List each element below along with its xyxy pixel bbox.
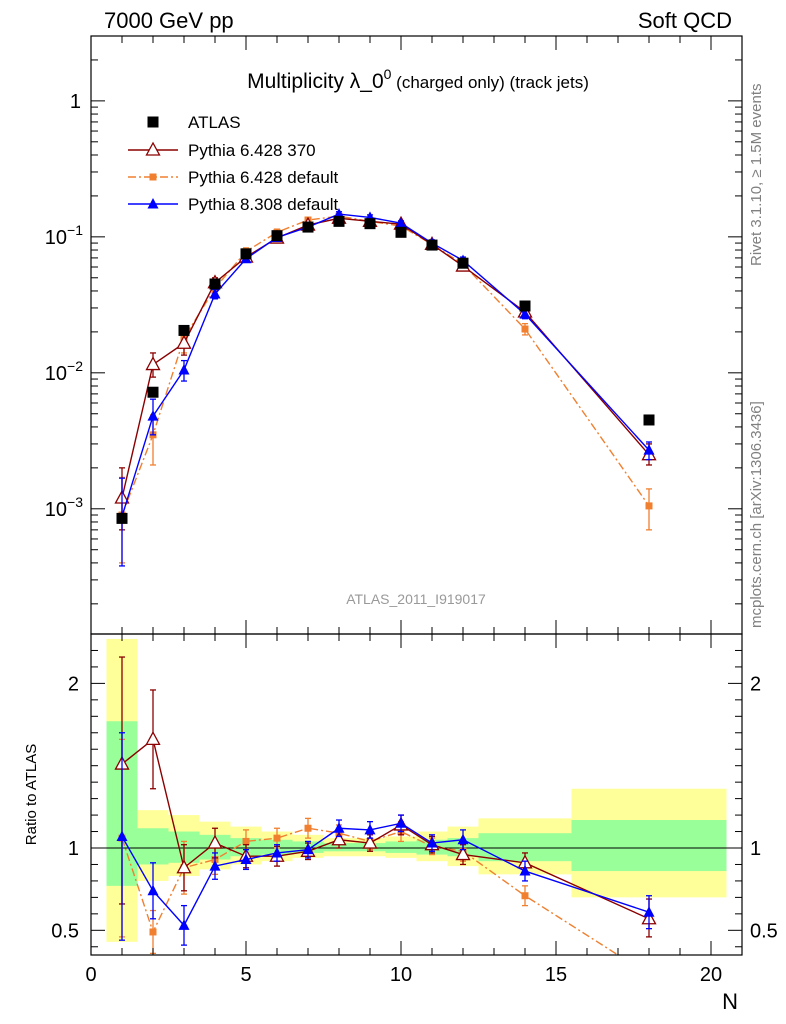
y-tick-label: 10−3: [45, 494, 83, 521]
main-mc2-series: [118, 212, 653, 564]
x-tick-label: 5: [240, 964, 251, 986]
ratio-y-tick-label-right: 0.5: [750, 920, 778, 942]
main-atlas-series: [116, 215, 655, 524]
ratio-mc2-point: [149, 928, 157, 936]
main-atlas-point: [147, 386, 159, 398]
ratio-y-tick-label-right: 2: [750, 673, 761, 695]
band-inner: [571, 820, 727, 872]
ratio-frame: [90, 633, 743, 956]
x-tick-label: 20: [700, 964, 722, 986]
legend-marker: [147, 116, 159, 128]
ratio-mc1-point: [455, 846, 471, 861]
main-atlas-point: [395, 226, 407, 238]
ratio-y-tick-label: 0.5: [51, 920, 79, 942]
ratio-mc2-point: [242, 837, 250, 845]
ratio-mc3-point: [302, 843, 314, 855]
main-atlas-point: [333, 215, 345, 227]
ratio-mc1-point: [362, 834, 378, 849]
legend-label: Pythia 6.428 370: [188, 141, 316, 160]
ratio-mc1-point: [207, 834, 223, 849]
ratio-mc3-line: [121, 822, 650, 927]
main-mc3-point: [643, 444, 655, 455]
main-mc1-point: [176, 334, 192, 349]
ratio-mc1-point: [145, 730, 161, 746]
ratio-mc3-point: [426, 837, 438, 848]
ratio-y-tick-label: 1: [68, 838, 79, 860]
main-atlas-point: [271, 230, 283, 242]
ratio-y-axis-label: Ratio to ATLAS: [23, 744, 40, 845]
main-atlas-point: [457, 257, 469, 269]
ratio-mc3-point: [364, 823, 376, 835]
main-atlas-point: [240, 248, 252, 260]
band-inner: [137, 828, 169, 865]
main-mc3-line: [121, 213, 650, 517]
main-atlas-point: [364, 218, 376, 230]
ratio-mc2-point: [521, 892, 529, 900]
main-mc3-point: [178, 363, 190, 375]
ratio-mc1-point: [331, 831, 347, 846]
ratio-mc3-point: [178, 919, 190, 930]
main-mc3-point: [519, 308, 531, 319]
main-atlas-point: [209, 278, 221, 290]
x-axis-label: N: [722, 989, 738, 1014]
ratio-mc3-point: [643, 906, 655, 917]
ratio-mc3-point: [209, 860, 221, 871]
ratio-mc3-series: [116, 732, 655, 946]
y-tick-label: 10−1: [45, 222, 83, 249]
ratio-y-tick-label-right: 1: [750, 838, 761, 860]
ratio-mc3-point: [519, 865, 531, 876]
main-mc3-point: [395, 217, 407, 228]
legend-label: ATLAS: [188, 113, 241, 132]
main-mc3-point: [209, 287, 221, 299]
ratio-mc3-point: [395, 817, 407, 828]
ratio-mc3-point: [457, 833, 469, 845]
ratio-mc3-point: [333, 822, 345, 833]
header-right: Soft QCD: [637, 8, 732, 33]
main-atlas-point: [426, 239, 438, 251]
analysis-label: ATLAS_2011_I919017: [346, 591, 486, 607]
main-atlas-point: [643, 414, 655, 426]
y-tick-label: 1: [70, 91, 81, 113]
header-left: 7000 GeV pp: [104, 8, 234, 33]
ratio-mc1-point: [176, 859, 192, 874]
legend-marker: [147, 198, 159, 209]
main-atlas-point: [178, 324, 190, 336]
main-mc1-line: [121, 217, 650, 499]
ratio-mc3-point: [240, 853, 252, 865]
x-tick-label: 15: [545, 964, 567, 986]
ratio-mc2-point: [646, 971, 653, 978]
main-atlas-point: [302, 221, 314, 233]
main-mc2-point: [645, 502, 653, 510]
main-mc1-series: [114, 209, 657, 531]
legend-marker: [145, 141, 161, 156]
ratio-mc3-point: [116, 830, 128, 841]
x-tick-label: 10: [390, 964, 412, 986]
main-mc2-point: [521, 325, 529, 333]
main-atlas-point: [519, 300, 531, 312]
legend-label: Pythia 8.308 default: [188, 195, 339, 214]
band-inner: [385, 841, 417, 853]
legend: ATLAS Pythia 6.428 370 Pythia 6.428 defaul…: [128, 113, 339, 214]
chart-title: Multiplicity λ_00 (charged only) (track …: [247, 66, 589, 93]
main-mc3-series: [116, 208, 655, 567]
ratio-mc2-point: [273, 834, 281, 842]
main-atlas-point: [116, 512, 128, 524]
ratio-y-tick-label: 2: [68, 673, 79, 695]
ratio-mc3-point: [271, 846, 283, 858]
ratio-mc3-point: [147, 884, 159, 896]
ratio-mc2-point: [304, 824, 312, 832]
legend-label: Pythia 6.428 default: [188, 168, 339, 187]
x-tick-label: 0: [85, 964, 96, 986]
y-tick-label: 10−2: [45, 358, 83, 385]
legend-marker: [149, 173, 157, 181]
main-mc1-point: [145, 356, 161, 371]
main-mc2-line: [121, 215, 650, 516]
ratio-mc1-line: [121, 738, 650, 920]
main-mc3-point: [147, 410, 159, 421]
